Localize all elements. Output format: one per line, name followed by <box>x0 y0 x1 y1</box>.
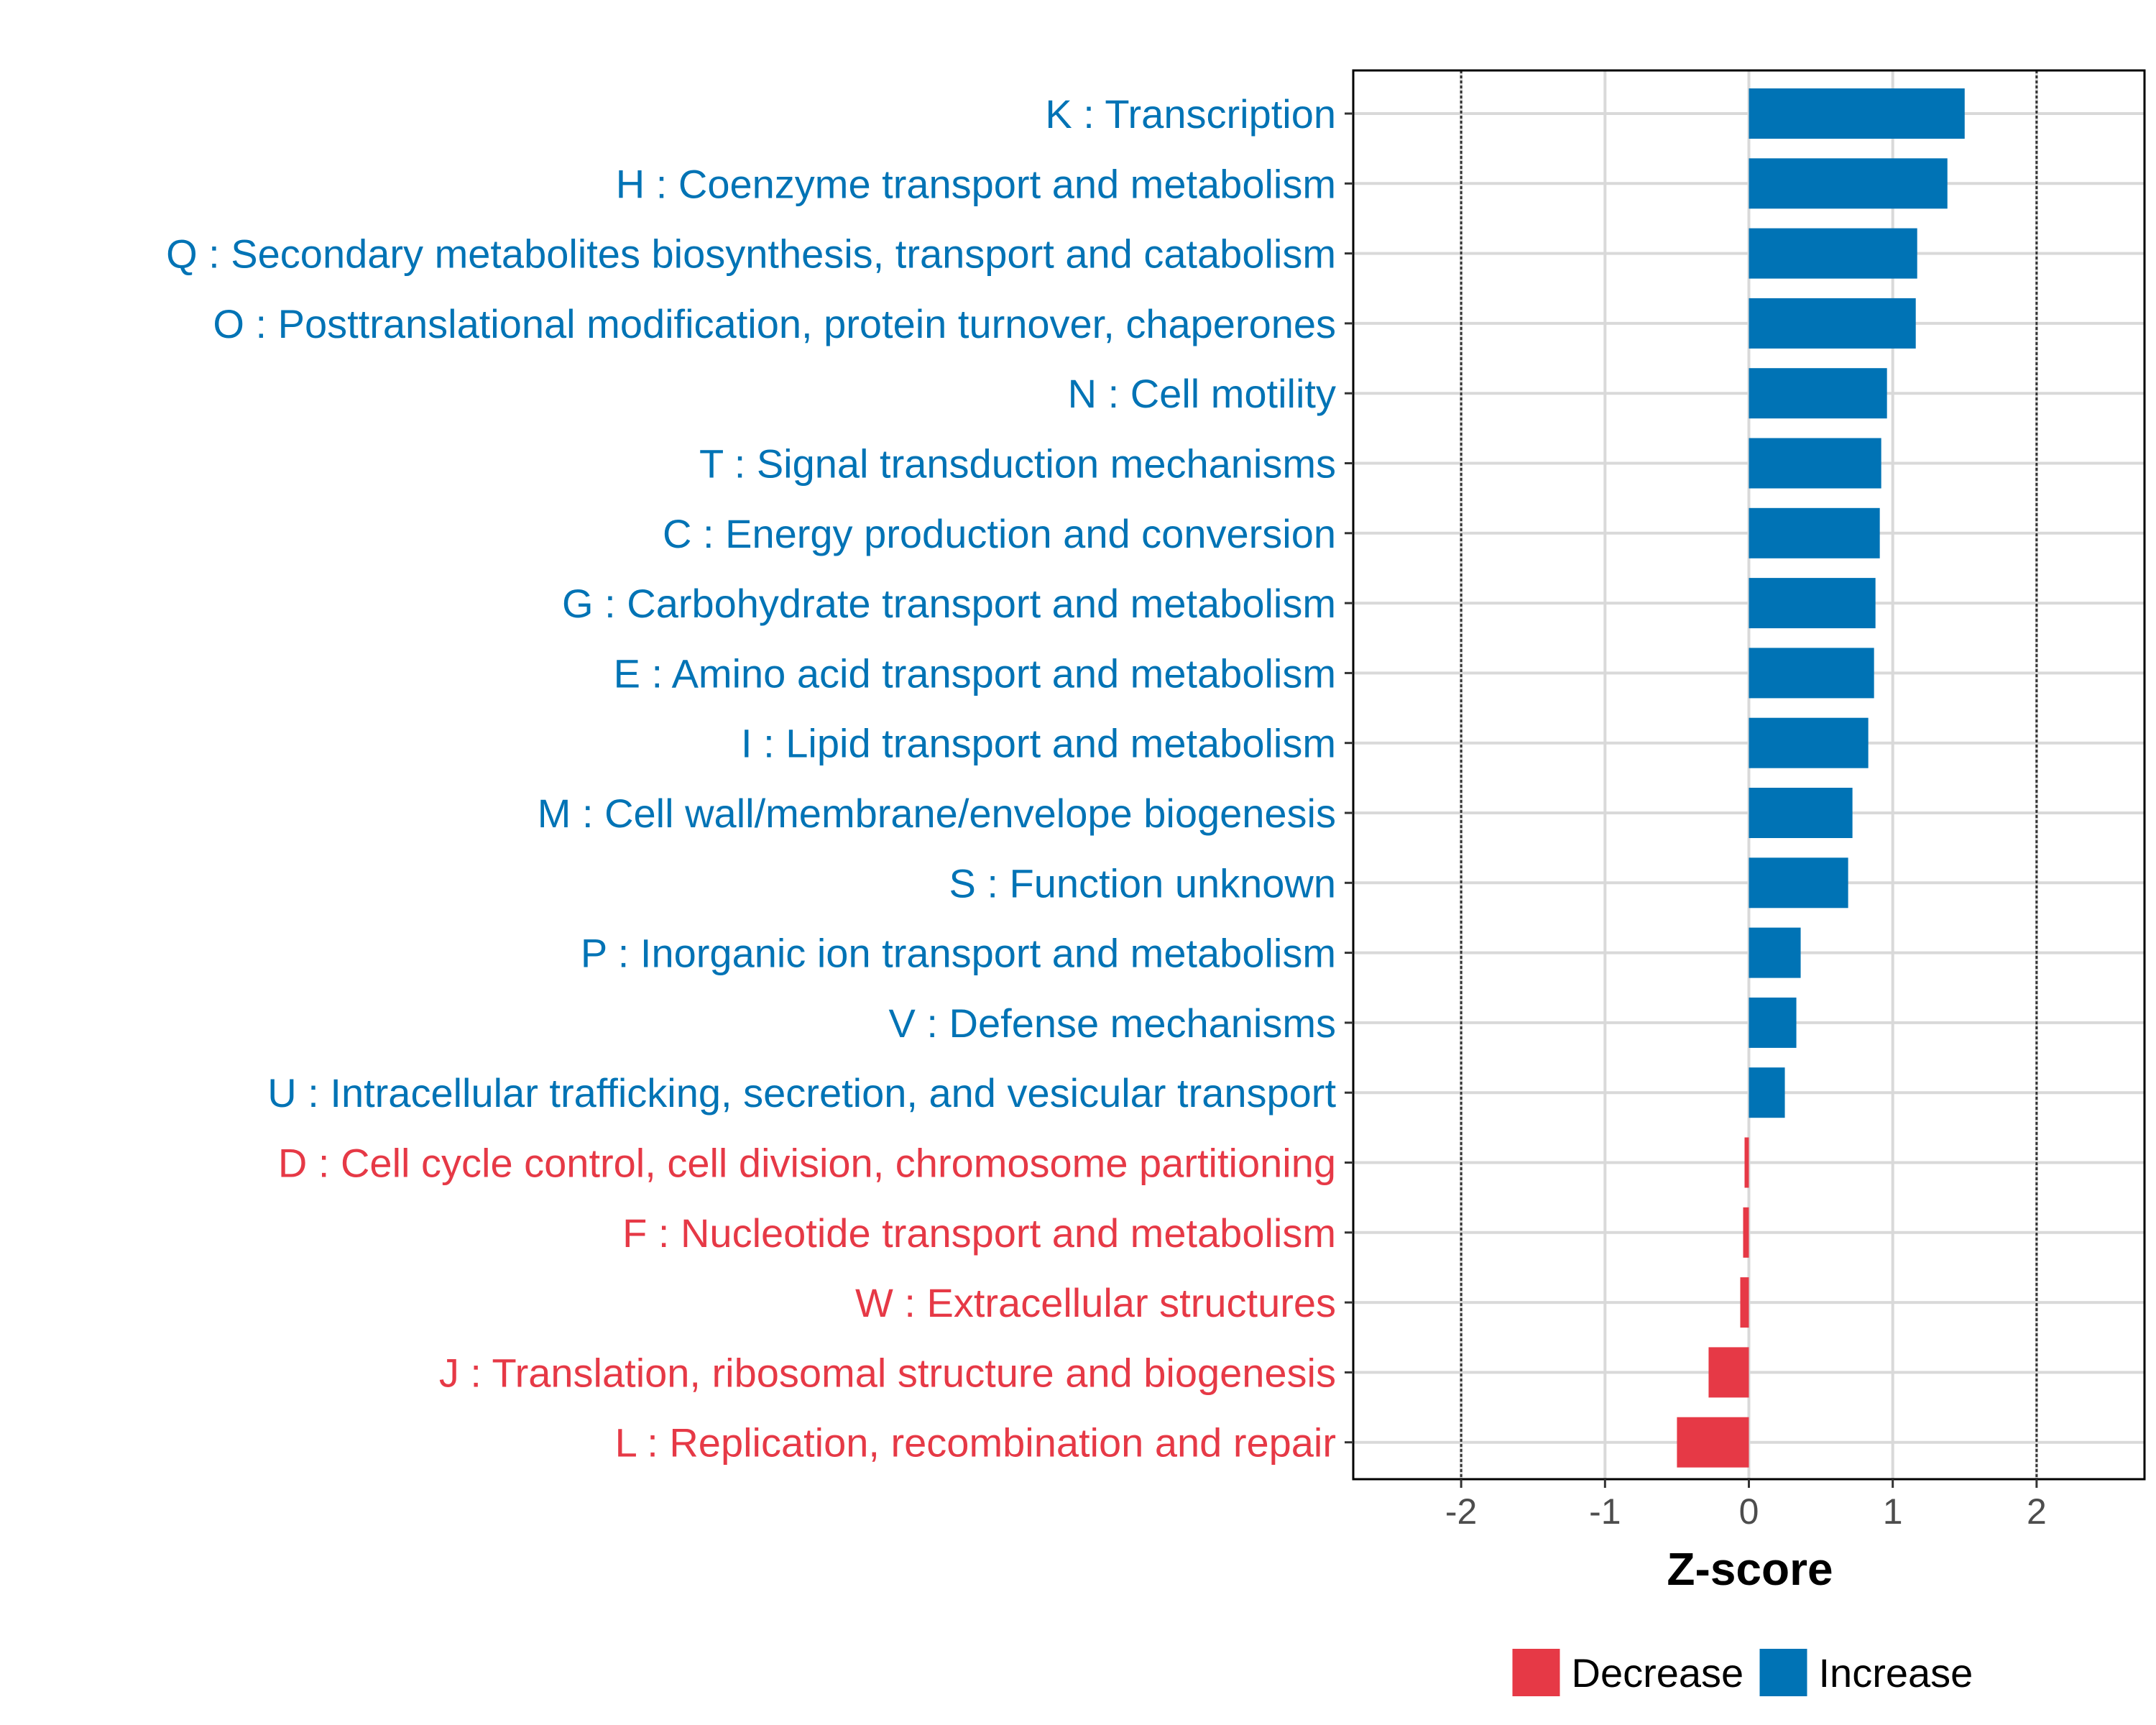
category-label: N : Cell motility <box>1068 371 1336 416</box>
legend-key-increase <box>1759 1649 1807 1696</box>
bar-increase <box>1749 158 1948 209</box>
x-axis-labels: -2 -1 0 1 2 <box>1445 1491 2047 1532</box>
grid-lines <box>1353 70 2145 1479</box>
x-tick-label: 0 <box>1739 1491 1759 1532</box>
x-tick-label: 2 <box>2027 1491 2047 1532</box>
bar-increase <box>1749 1067 1785 1118</box>
bar-increase <box>1749 717 1869 768</box>
legend-label-increase: Increase <box>1819 1650 1973 1696</box>
reference-lines <box>1460 70 2038 1479</box>
bar-increase <box>1749 927 1801 978</box>
category-label: E : Amino acid transport and metabolism <box>614 650 1336 696</box>
bar-increase <box>1749 88 1965 139</box>
x-tick-label: 1 <box>1883 1491 1903 1532</box>
category-label: F : Nucleotide transport and metabolism <box>622 1210 1336 1256</box>
bar-decrease <box>1708 1347 1749 1398</box>
legend: Decrease Increase <box>1512 1649 1973 1696</box>
bar-increase <box>1749 997 1797 1048</box>
category-label: M : Cell wall/membrane/envelope biogenes… <box>538 791 1336 836</box>
legend-label-decrease: Decrease <box>1572 1650 1744 1696</box>
category-label: D : Cell cycle control, cell division, c… <box>278 1141 1336 1186</box>
category-label: U : Intracellular trafficking, secretion… <box>267 1070 1336 1116</box>
x-tick-label: -2 <box>1445 1491 1477 1532</box>
category-label: K : Transcription <box>1045 91 1336 137</box>
category-label: Q : Secondary metabolites biosynthesis, … <box>166 231 1336 277</box>
y-axis-ticks <box>1345 112 1353 1444</box>
bar-decrease <box>1740 1277 1749 1328</box>
bar-increase <box>1749 507 1880 558</box>
bar-increase <box>1749 368 1887 419</box>
category-label: W : Extracellular structures <box>855 1280 1336 1325</box>
bar-increase <box>1749 298 1916 349</box>
x-axis-title: Z-score <box>1667 1543 1833 1595</box>
bar-increase <box>1749 228 1917 279</box>
category-label: I : Lipid transport and metabolism <box>741 721 1336 766</box>
category-label: T : Signal transduction mechanisms <box>699 441 1336 487</box>
x-axis-ticks <box>1460 1479 2038 1488</box>
bar-increase <box>1749 438 1881 489</box>
category-label: V : Defense mechanisms <box>889 1000 1336 1046</box>
bar-decrease <box>1744 1137 1749 1188</box>
category-label: H : Coenzyme transport and metabolism <box>616 161 1336 206</box>
legend-key-decrease <box>1512 1649 1560 1696</box>
bars <box>1677 88 1965 1468</box>
bar-decrease <box>1677 1417 1749 1468</box>
category-label: C : Energy production and conversion <box>663 511 1336 556</box>
bar-increase <box>1749 648 1874 699</box>
y-axis-labels: K : Transcription H : Coenzyme transport … <box>166 91 1336 1466</box>
x-tick-label: -1 <box>1589 1491 1621 1532</box>
category-label: J : Translation, ribosomal structure and… <box>439 1350 1336 1395</box>
bar-increase <box>1749 578 1876 629</box>
category-label: G : Carbohydrate transport and metabolis… <box>562 581 1336 626</box>
category-label: L : Replication, recombination and repai… <box>615 1420 1336 1466</box>
category-label: O : Posttranslational modification, prot… <box>213 301 1336 346</box>
bar-increase <box>1749 788 1853 838</box>
category-label: S : Function unknown <box>949 860 1336 906</box>
bar-increase <box>1749 857 1848 908</box>
category-label: P : Inorganic ion transport and metaboli… <box>581 931 1336 976</box>
bar-decrease <box>1743 1207 1749 1258</box>
